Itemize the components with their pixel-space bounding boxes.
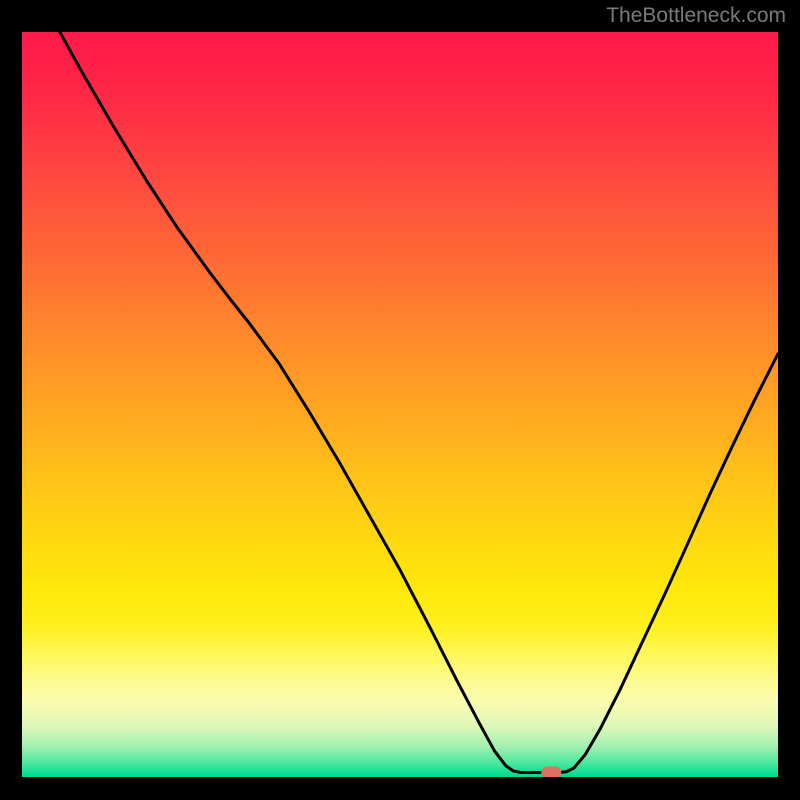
gradient-background bbox=[22, 32, 778, 777]
chart-svg bbox=[22, 32, 778, 777]
watermark-text: TheBottleneck.com bbox=[606, 4, 786, 28]
chart-container bbox=[22, 32, 778, 777]
optimal-marker bbox=[541, 767, 561, 777]
